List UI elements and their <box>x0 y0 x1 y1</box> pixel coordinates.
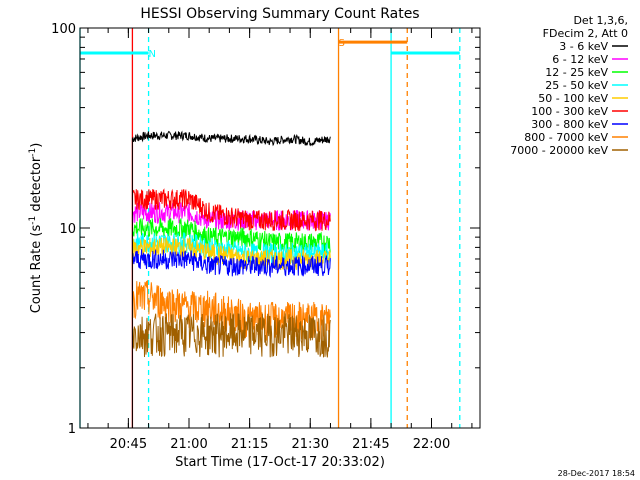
x-tick-label: 21:45 <box>352 437 389 452</box>
series-line <box>131 202 331 231</box>
y-axis-label-close: ) <box>29 143 44 148</box>
plot-area: NS <box>79 28 461 428</box>
legend-label: 800 - 7000 keV <box>524 131 608 144</box>
chart-title: HESSI Observing Summary Count Rates <box>140 6 419 22</box>
y-tick-label: 10 <box>59 222 76 237</box>
y-axis-label-main: Count Rate (s <box>29 225 44 314</box>
x-tick-label: 21:00 <box>170 437 207 452</box>
legend-label: 25 - 50 keV <box>545 79 608 92</box>
y-axis-label-sup: -1 <box>28 216 38 225</box>
annotation-label: N <box>149 49 156 60</box>
timestamp: 28-Dec-2017 18:54 <box>558 469 635 478</box>
x-axis-label: Start Time (17-Oct-17 20:33:02) <box>175 455 385 470</box>
legend-label: 300 - 800 keV <box>531 118 608 131</box>
x-axis-ticks: 20:45 21:00 21:15 21:30 21:45 22:00 <box>87 28 473 452</box>
y-tick-label: 100 <box>51 22 76 37</box>
series-line <box>131 188 331 232</box>
x-tick-label: 21:15 <box>231 437 268 452</box>
legend-label: 50 - 100 keV <box>538 92 608 105</box>
y-axis-label-tail: detector <box>29 156 44 216</box>
legend-header: FDecim 2, Att 0 <box>543 27 628 40</box>
x-tick-label: 21:30 <box>292 437 329 452</box>
legend-label: 3 - 6 keV <box>559 40 608 53</box>
series-line <box>131 249 331 278</box>
y-axis-label: Count Rate (s-1 detector-1) <box>28 143 44 314</box>
x-tick-label: 22:00 <box>413 437 450 452</box>
series-line <box>131 313 331 358</box>
legend-label: 6 - 12 keV <box>552 53 608 66</box>
series-line <box>131 130 331 147</box>
legend-label: 7000 - 20000 keV <box>510 144 608 157</box>
y-axis-ticks: 1 10 100 <box>51 22 480 437</box>
legend-label: 12 - 25 keV <box>545 66 608 79</box>
x-tick-label: 20:45 <box>110 437 147 452</box>
legend-label: 100 - 300 keV <box>531 105 608 118</box>
y-tick-label: 1 <box>68 422 76 437</box>
legend-header: Det 1,3,6, <box>573 14 628 27</box>
series-line <box>131 236 331 271</box>
y-axis-label-sup2: -1 <box>28 148 38 157</box>
annotation-label: S <box>338 38 344 49</box>
